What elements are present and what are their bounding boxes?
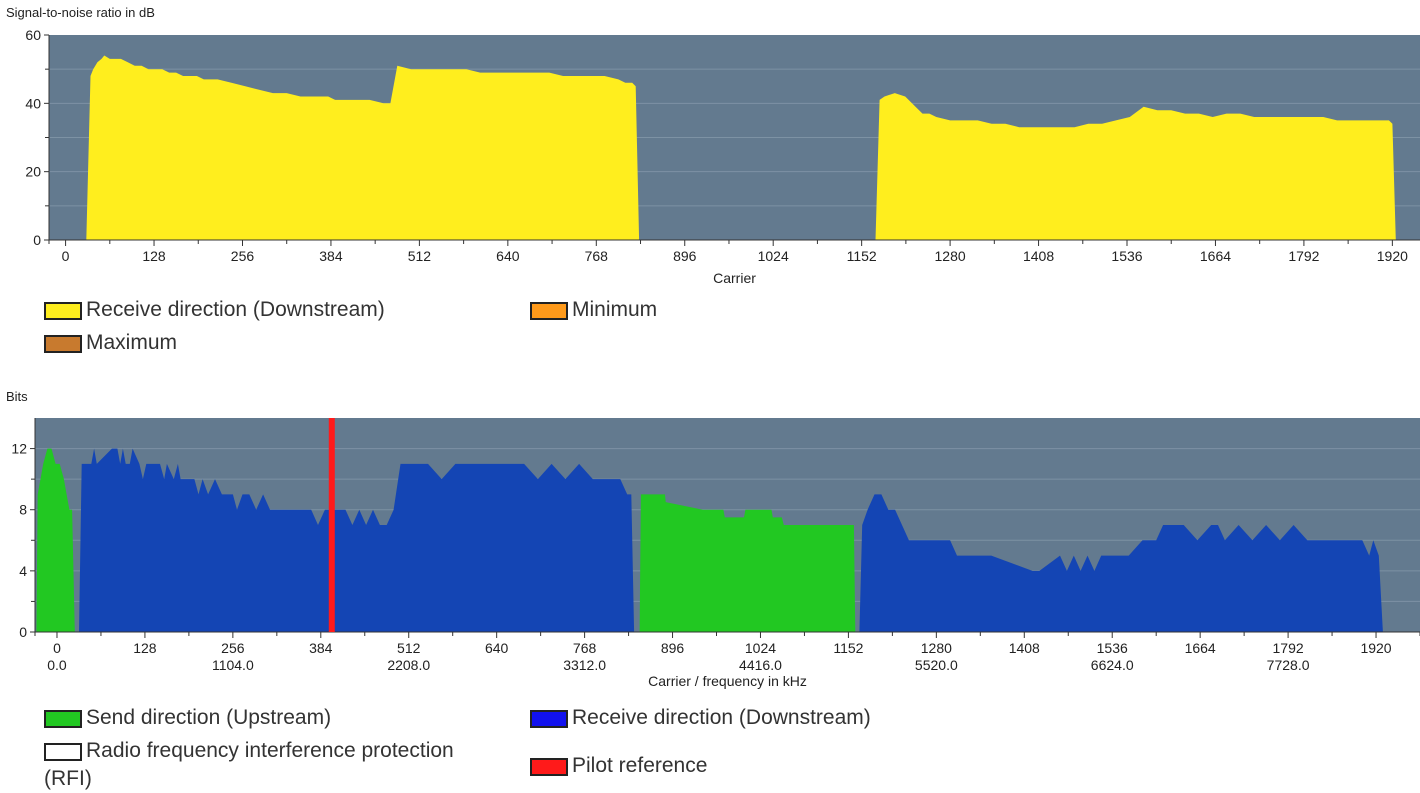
bits-freq-tick-label: 6624.0 xyxy=(1091,657,1134,673)
bits-x-axis-label: Carrier / frequency in kHz xyxy=(648,673,807,689)
snr-x-tick-label: 128 xyxy=(142,248,166,264)
bits-series-area xyxy=(79,448,635,632)
snr-x-tick-label: 256 xyxy=(231,248,255,264)
bits-y-tick-label: 8 xyxy=(19,502,27,518)
snr-x-tick-label: 896 xyxy=(673,248,697,264)
snr-x-tick-label: 1792 xyxy=(1288,248,1319,264)
bits-freq-tick-label: 0.0 xyxy=(47,657,67,673)
bits-x-tick-label: 640 xyxy=(485,640,509,656)
snr-x-tick-label: 768 xyxy=(585,248,609,264)
legend-label: Pilot reference xyxy=(572,754,708,777)
legend-swatch-yellow xyxy=(44,302,82,320)
snr-chart: 0 20 40 60 0 128 256 384 512 640 768 896 1024 1152 128… xyxy=(25,27,1420,286)
legend-swatch-green xyxy=(44,710,82,728)
legend-bits-downstream: Receive direction (Downstream) xyxy=(530,704,871,732)
legend-swatch-brown xyxy=(44,335,82,353)
bits-x-tick-label: 896 xyxy=(661,640,685,656)
bits-x-tick-label: 1024 xyxy=(745,640,776,656)
snr-x-tick-label: 1536 xyxy=(1111,248,1142,264)
legend-bits-upstream: Send direction (Upstream) xyxy=(44,704,331,732)
legend-snr-maximum: Maximum xyxy=(44,329,177,357)
bits-x-tick-label: 1792 xyxy=(1273,640,1304,656)
legend-snr-minimum: Minimum xyxy=(530,296,657,324)
snr-x-tick-label: 384 xyxy=(319,248,343,264)
bits-x-tick-label: 128 xyxy=(133,640,157,656)
bits-y-tick-label: 12 xyxy=(11,441,27,457)
snr-x-tick-label: 1152 xyxy=(847,248,877,264)
legend-swatch-orange xyxy=(530,302,568,320)
legend-label: Receive direction (Downstream) xyxy=(86,298,385,321)
bits-series-area xyxy=(639,494,856,632)
bits-x-tick-label: 0 xyxy=(53,640,61,656)
snr-x-tick-label: 1280 xyxy=(935,248,966,264)
snr-x-tick-label: 512 xyxy=(408,248,432,264)
snr-y-axis-label: Signal-to-noise ratio in dB xyxy=(6,5,155,20)
legend-bits-pilot: Pilot reference xyxy=(530,752,707,780)
bits-y-tick-label: 0 xyxy=(19,624,27,640)
legend-label: Send direction (Upstream) xyxy=(86,706,332,729)
legend-swatch-blue xyxy=(530,710,568,728)
bits-freq-tick-label: 7728.0 xyxy=(1267,657,1310,673)
legend-label: Maximum xyxy=(86,331,178,354)
bits-y-tick-label: 4 xyxy=(19,563,27,579)
bits-freq-tick-label: 3312.0 xyxy=(563,657,606,673)
snr-x-tick-label: 0 xyxy=(62,248,70,264)
bits-freq-tick-label: 1104.0 xyxy=(212,657,254,673)
bits-x-tick-label: 256 xyxy=(221,640,245,656)
legend-label: Minimum xyxy=(572,298,658,321)
snr-y-tick-label: 20 xyxy=(25,164,41,180)
bits-x-tick-label: 768 xyxy=(573,640,597,656)
snr-x-tick-label: 1664 xyxy=(1200,248,1231,264)
legend-bits-rfi: Radio frequency interference protection … xyxy=(44,737,494,793)
bits-y-axis-label: Bits xyxy=(6,389,28,404)
bits-series-area xyxy=(36,448,75,632)
snr-x-tick-label: 1024 xyxy=(758,248,789,264)
snr-x-tick-label: 1920 xyxy=(1377,248,1408,264)
bits-x-tick-label: 1536 xyxy=(1097,640,1128,656)
bits-series-area xyxy=(859,494,1383,632)
bits-freq-tick-label: 5520.0 xyxy=(915,657,958,673)
snr-x-axis-label: Carrier xyxy=(713,270,756,286)
bits-freq-tick-label: 4416.0 xyxy=(739,657,782,673)
legend-label: Receive direction (Downstream) xyxy=(572,706,871,729)
bits-x-tick-label: 1664 xyxy=(1185,640,1216,656)
legend-label: Radio frequency interference protection … xyxy=(44,739,454,790)
snr-series-area xyxy=(86,55,1396,240)
bits-x-tick-label: 1920 xyxy=(1360,640,1391,656)
bits-x-tick-label: 1408 xyxy=(1009,640,1040,656)
bits-x-tick-label: 384 xyxy=(309,640,333,656)
bits-x-tick-label: 512 xyxy=(397,640,421,656)
snr-y-tick-label: 0 xyxy=(33,232,41,248)
bits-x-tick-label: 1152 xyxy=(833,640,863,656)
snr-x-tick-label: 640 xyxy=(496,248,520,264)
snr-y-tick-label: 60 xyxy=(25,27,41,43)
snr-y-tick-label: 40 xyxy=(25,95,41,111)
legend-snr-downstream: Receive direction (Downstream) xyxy=(44,296,385,324)
legend-swatch-white xyxy=(44,743,82,761)
bits-freq-tick-label: 2208.0 xyxy=(387,657,430,673)
legend-swatch-red xyxy=(530,758,568,776)
snr-x-tick-label: 1408 xyxy=(1023,248,1054,264)
bits-x-tick-label: 1280 xyxy=(921,640,952,656)
